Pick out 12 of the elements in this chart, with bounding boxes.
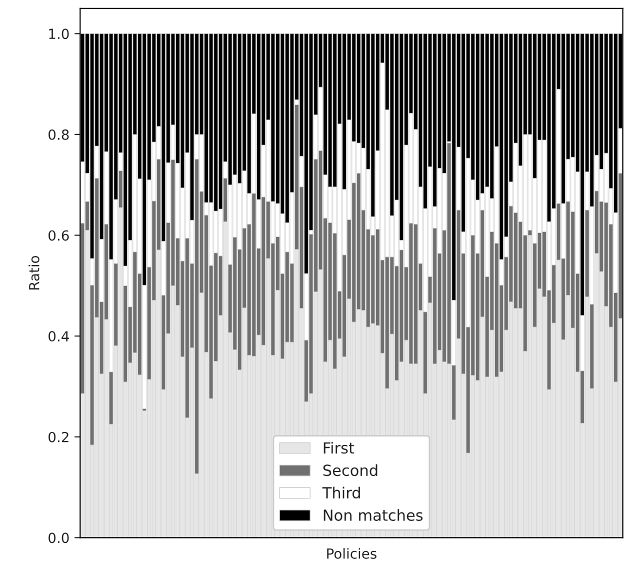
y-tick-label: 0.4 <box>48 331 69 342</box>
x-axis-title: Policies <box>327 548 376 559</box>
legend-label: Non matches <box>324 509 423 521</box>
y-tick-label: 0.0 <box>48 532 69 544</box>
legend-label: Second <box>323 464 378 476</box>
y-tick-label: 0.6 <box>48 230 69 241</box>
y-tick-label: 1.0 <box>49 28 69 40</box>
legend-label: First <box>324 442 354 454</box>
y-tick-label: 0.8 <box>48 129 69 140</box>
y-tick-label: 0.2 <box>48 432 68 442</box>
legend-label: Third <box>322 486 360 499</box>
y-axis-title: Ratio <box>28 256 40 290</box>
